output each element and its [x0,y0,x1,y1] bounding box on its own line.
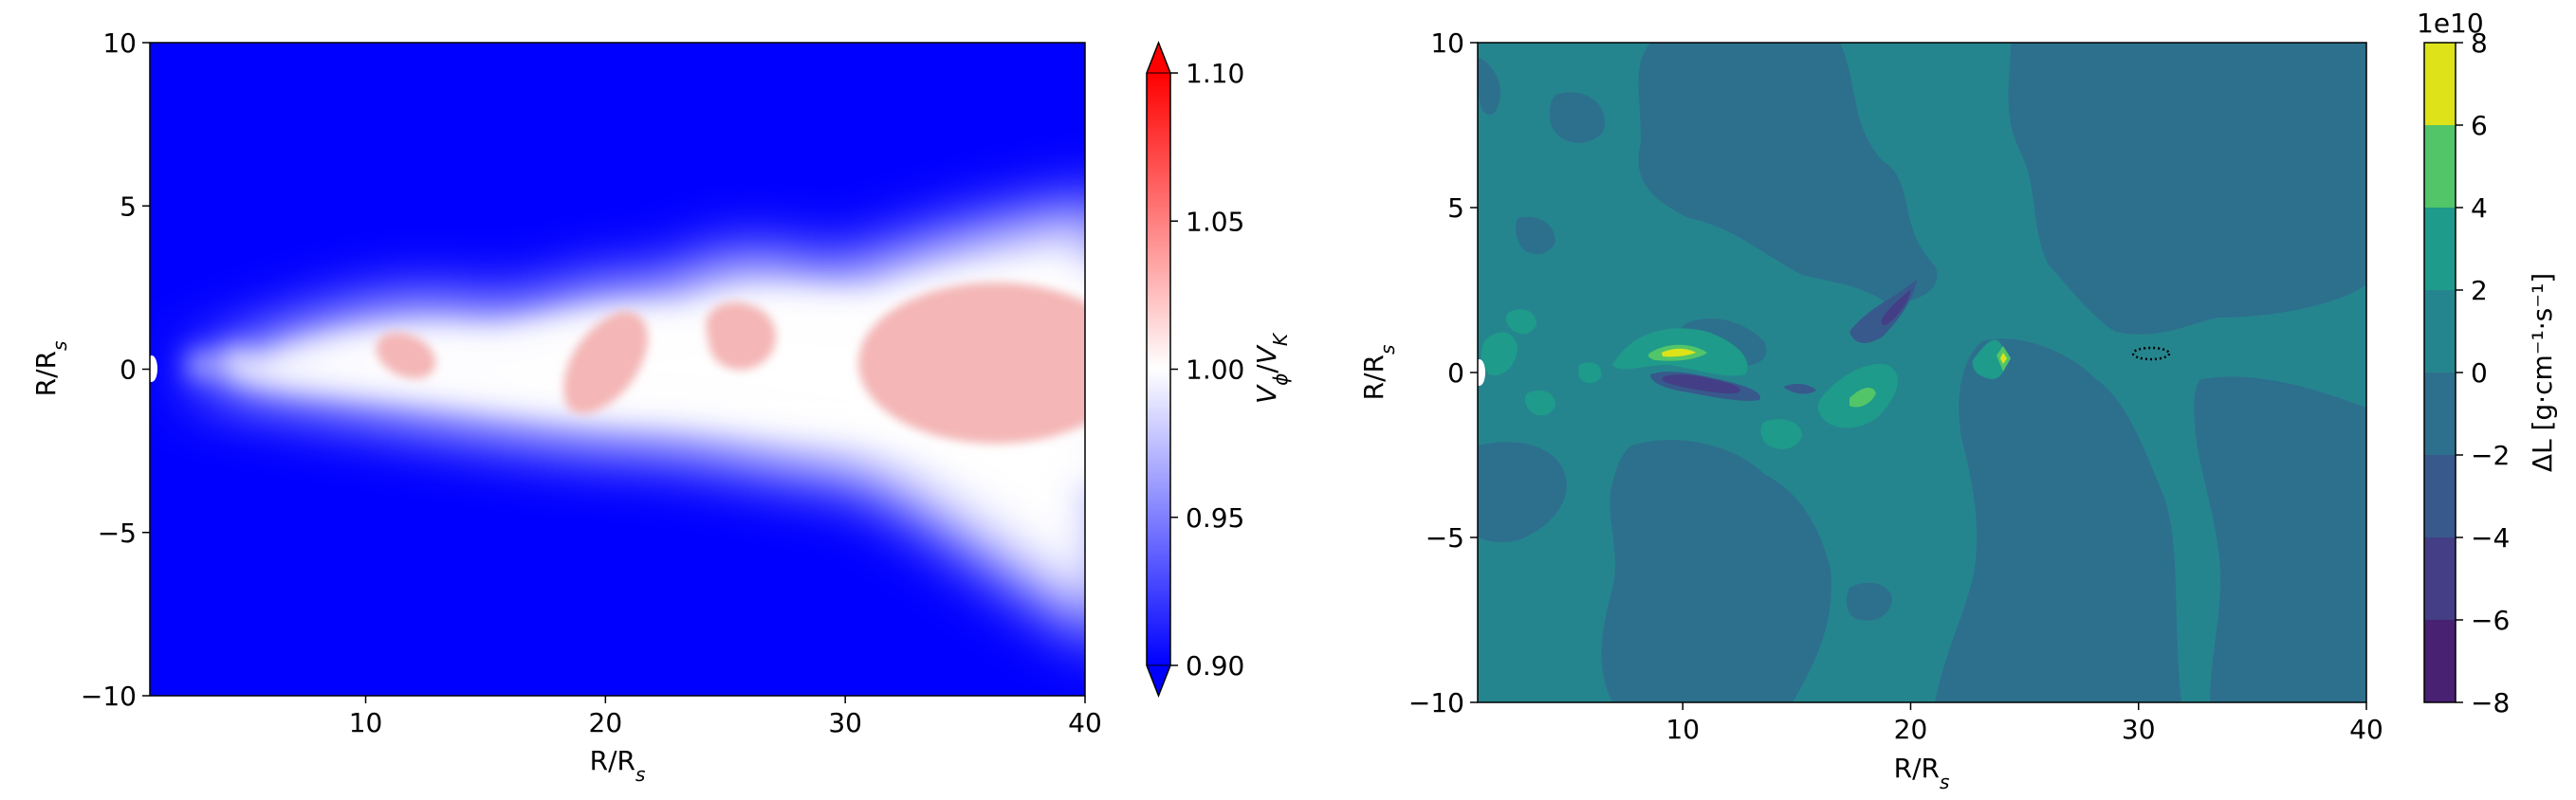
y-tick-label: 0 [1447,357,1464,389]
x-tick-label: 20 [1894,714,1928,745]
right-colorbar-levels [2424,43,2456,702]
colorbar-tick-label: 0.95 [1186,502,1244,534]
x-tick-label: 30 [2122,714,2156,745]
left-colorbar: 0.90 0.95 1.00 1.05 1.10 Vϕ/VK [1146,40,1292,699]
left-colorbar-min-extend [1146,664,1171,698]
pink-blob-4 [858,282,1085,444]
x-tick-label: 10 [349,707,383,738]
right-inner-boundary [1478,359,1485,386]
colorbar-level [2424,208,2456,290]
x-tick-label: 20 [589,707,623,738]
y-tick-label: −5 [98,518,137,549]
colorbar-tick-label: 4 [2471,192,2488,224]
colorbar-tick-label: 1.10 [1186,58,1244,89]
right-colorbar-ticks: −8 −6 −4 −2 0 2 4 6 8 [2456,27,2510,718]
left-heatmap [150,43,1085,696]
pink-blob-2 [563,311,649,414]
right-dotted-contour [2131,346,2171,361]
right-contour-map [1478,43,2366,702]
left-y-axis: −10 −5 0 5 10 [81,27,150,712]
left-pink-blobs [376,282,1085,444]
y-tick-label: −10 [81,681,137,712]
right-colorbar-offset: 1e10 [2417,8,2484,39]
colorbar-level [2424,43,2456,125]
right-y-axis: −10 −5 0 5 10 [1408,27,1478,718]
colorbar-tick-label: 0.90 [1186,650,1244,682]
right-level-minus6 [1662,289,1911,394]
right-level-plus6 [1662,348,2007,364]
left-x-axis: 10 20 30 40 [349,696,1102,738]
y-tick-label: 0 [120,355,137,386]
x-tick-label: 30 [828,707,862,738]
left-colorbar-gradient [1147,73,1170,665]
colorbar-level [2424,537,2456,620]
colorbar-tick-label: 6 [2471,110,2488,141]
colorbar-level [2424,290,2456,373]
left-inner-boundary [150,355,157,382]
colorbar-level [2424,125,2456,208]
colorbar-tick-label: 1.00 [1186,355,1244,386]
y-tick-label: 5 [120,191,137,222]
pink-blob-1 [376,332,436,379]
y-tick-label: 5 [1447,192,1464,224]
y-tick-label: 10 [102,27,137,59]
pink-blob-3 [706,301,777,371]
y-tick-label: 10 [1430,27,1464,59]
x-tick-label: 40 [1068,707,1102,738]
colorbar-tick-label: 8 [2471,27,2488,59]
colorbar-tick-label: 1.05 [1186,206,1244,237]
left-panel: 10 20 30 40 −10 −5 0 5 10 R/Rs R/Rs 0.90 0.95 1.0… [30,27,1292,786]
colorbar-tick-label: −6 [2471,605,2510,636]
colorbar-tick-label: −2 [2471,440,2510,471]
left-y-axis-label: R/Rs [30,341,71,397]
y-tick-label: −5 [1426,522,1464,554]
colorbar-tick-label: 0 [2471,357,2488,389]
colorbar-level [2424,373,2456,455]
right-panel: 10 20 30 40 −10 −5 0 5 10 R/Rs R/Rs −8 −6 −4 −2 0 2 4… [1358,8,2558,793]
colorbar-tick-label: 2 [2471,275,2488,306]
x-tick-label: 10 [1665,714,1700,745]
y-tick-label: −10 [1408,687,1464,718]
right-x-axis: 10 20 30 40 [1665,702,2383,745]
colorbar-level [2424,620,2456,702]
right-y-axis-label: R/Rs [1358,345,1399,401]
colorbar-level [2424,455,2456,537]
left-colorbar-label: Vϕ/VK [1251,332,1292,404]
right-level-minus2 [1478,43,2366,702]
right-colorbar-label: ΔL [g·cm⁻¹·s⁻¹] [2527,273,2558,472]
left-x-axis-label: R/Rs [590,745,646,786]
left-colorbar-max-extend [1146,41,1171,74]
right-colorbar: −8 −6 −4 −2 0 2 4 6 8 1e10 ΔL [g·cm⁻¹·s⁻¹] [2417,8,2558,718]
left-white-core [190,270,1085,486]
colorbar-tick-label: −8 [2471,687,2510,718]
colorbar-tick-label: −4 [2471,522,2510,554]
right-x-axis-label: R/Rs [1894,753,1950,793]
x-tick-label: 40 [2349,714,2383,745]
left-colorbar-ticks: 0.90 0.95 1.00 1.05 1.10 [1170,58,1244,682]
